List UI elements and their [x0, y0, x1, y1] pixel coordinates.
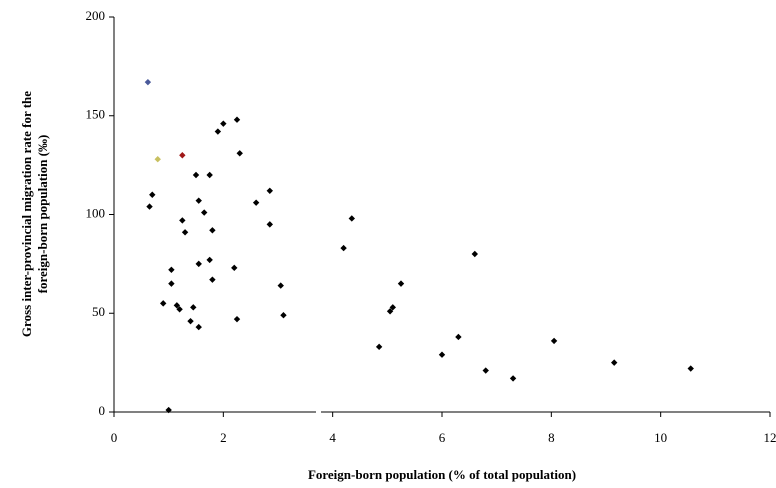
point	[173, 302, 181, 309]
point	[348, 215, 355, 222]
point	[149, 191, 156, 198]
point	[192, 171, 200, 179]
point	[168, 266, 175, 273]
x-tick-label: 12	[764, 430, 776, 445]
x-tick-label: 6	[439, 430, 446, 445]
point	[550, 337, 558, 345]
point	[236, 150, 243, 157]
point	[509, 375, 517, 382]
y-tick-label: 200	[86, 8, 106, 23]
y-tick-label: 150	[86, 107, 106, 122]
x-tick-label: 2	[220, 430, 227, 445]
x-tick-label: 4	[329, 430, 336, 445]
x-tick-label: 10	[654, 430, 667, 445]
point	[179, 152, 186, 159]
y-tick-label: 50	[92, 304, 105, 319]
point	[233, 315, 241, 323]
point	[206, 171, 213, 179]
x-axis-label: Foreign-born population (% of total popu…	[308, 467, 576, 482]
point	[266, 221, 273, 228]
point	[455, 333, 462, 341]
point	[375, 343, 383, 351]
point	[190, 304, 197, 311]
axis-break	[316, 409, 321, 415]
y-tick-label: 0	[99, 403, 106, 418]
point	[195, 197, 202, 204]
y-axis-label: Gross inter-provincial migration rate fo…	[19, 91, 50, 337]
point	[220, 120, 227, 127]
point	[482, 367, 489, 374]
x-tick-label: 8	[548, 430, 555, 445]
point	[611, 359, 618, 366]
point	[214, 128, 222, 135]
point	[181, 229, 189, 236]
point	[154, 156, 161, 163]
point	[201, 209, 208, 216]
point	[389, 304, 396, 311]
point	[277, 282, 284, 289]
point	[179, 217, 186, 224]
point	[209, 227, 216, 234]
point	[471, 250, 478, 258]
point	[165, 406, 172, 414]
point	[340, 244, 347, 252]
point	[176, 306, 183, 313]
point	[397, 280, 405, 287]
y-axis-label-line: foreign-born population (‰)	[35, 135, 50, 294]
point	[206, 256, 213, 264]
point	[168, 280, 175, 287]
point	[252, 199, 260, 206]
point	[144, 78, 152, 86]
y-tick-label: 100	[86, 205, 106, 220]
point	[386, 308, 394, 315]
y-axis-label-line: Gross inter-provincial migration rate fo…	[19, 91, 34, 337]
x-tick-label: 0	[111, 430, 118, 445]
point	[160, 300, 167, 307]
point	[146, 203, 153, 210]
point	[266, 187, 273, 194]
point	[187, 317, 194, 325]
point	[231, 264, 238, 272]
point	[280, 312, 287, 319]
point	[195, 260, 202, 268]
point	[195, 323, 202, 331]
point	[233, 116, 241, 123]
point	[209, 276, 216, 283]
point	[438, 351, 446, 358]
point	[687, 365, 694, 372]
